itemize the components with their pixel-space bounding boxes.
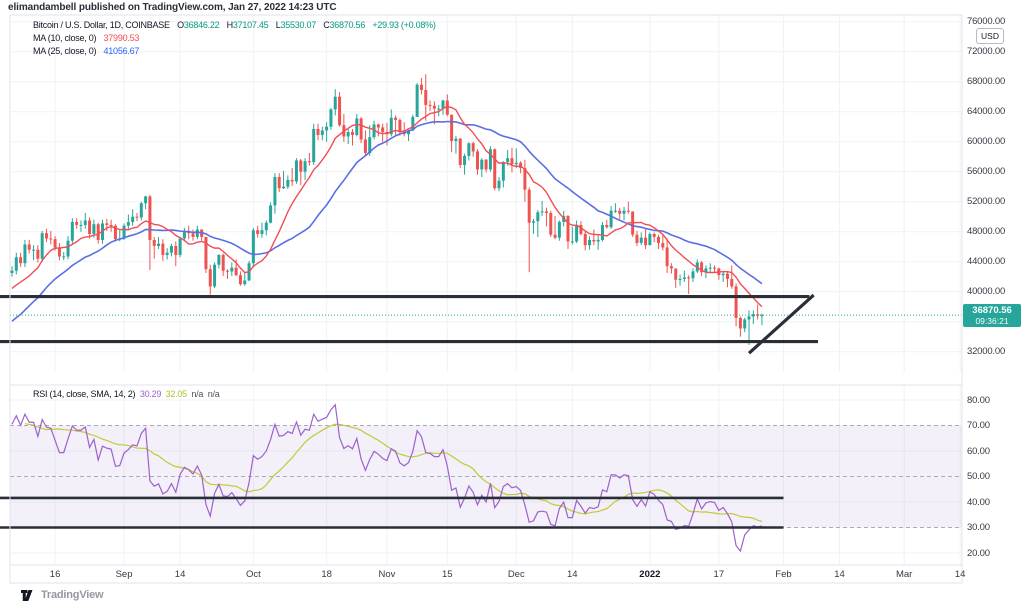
price-axis-label: 32000.00 [967,346,1006,358]
symbol-legend: Bitcoin / U.S. Dollar, 1D, COINBASE O368… [33,19,436,58]
time-axis-label: Oct [245,569,261,580]
rsi-label: RSI (14, close, SMA, 14, 2) [33,389,136,399]
rsi-na1: n/a [191,389,204,399]
time-axis-label: 14 [834,569,845,580]
ma10-legend-row: MA (10, close, 0) 37990.53 [33,32,436,45]
ohlc-low-value: 35530.07 [280,20,317,30]
price-axis-label: 52000.00 [967,196,1006,208]
ma25-legend-row: MA (25, close, 0) 41056.67 [33,45,436,58]
ohlc-open-value: 36846.22 [183,20,220,30]
time-axis-label: Nov [378,569,396,580]
rsi-axis-label: 20.00 [967,547,990,559]
price-axis-label: 64000.00 [967,106,1006,118]
price-axis-label: 68000.00 [967,76,1006,88]
time-axis-label: 16 [49,569,61,580]
ohlc-low-label: L [275,20,281,30]
time-axis-label: 14 [954,569,966,580]
price-axis-label: 44000.00 [967,256,1006,268]
symbol-legend-row: Bitcoin / U.S. Dollar, 1D, COINBASE O368… [33,19,436,32]
price-axis-label: 56000.00 [967,166,1006,178]
time-axis-label: Dec [507,569,525,580]
rsi-na2: n/a [207,389,220,399]
rsi-sma-value: 32.05 [165,389,188,399]
time-axis-label: Mar [895,569,913,580]
rsi-axis-label: 70.00 [967,420,990,431]
rsi-axis-label: 80.00 [967,394,990,406]
time-axis-label: 18 [321,569,332,580]
rsi-axis-label: 30.00 [967,522,990,533]
price-axis-label: 48000.00 [967,226,1006,238]
time-axis-label: Sep [115,569,133,580]
time-axis-label: Feb [775,569,792,580]
price-axis-label: 40000.00 [967,286,1006,298]
ohlc-close-value: 36870.56 [329,20,366,30]
symbol-title: Bitcoin / U.S. Dollar, 1D, COINBASE [33,20,170,30]
current-price-tag: 36870.56 09:36:21 [963,304,1021,328]
tradingview-brand-text: TradingView [41,589,104,601]
ma10-value: 37990.53 [103,33,140,43]
price-axis-label: 72000.00 [967,46,1006,58]
time-axis-label: 17 [713,569,725,580]
time-axis-label: 14 [174,569,186,580]
current-price: 36870.56 [972,305,1012,317]
currency-unit-button[interactable]: USD [976,28,1004,44]
tradingview-branding[interactable]: TradingView [21,589,104,601]
rsi-axis-label: 60.00 [967,445,990,457]
ohlc-close-label: C [323,20,330,30]
rsi-axis-label: 40.00 [967,496,990,508]
rsi-axis-label: 50.00 [967,471,990,482]
rsi-legend: RSI (14, close, SMA, 14, 2) 30.29 32.05 … [33,389,220,399]
ma10-label: MA (10, close, 0) [33,33,97,43]
price-axis-label: 76000.00 [967,16,1006,28]
rsi-value: 30.29 [139,389,162,399]
ohlc-high-label: H [226,20,234,30]
ohlc-open-label: O [177,20,184,30]
time-axis-label: 14 [567,569,578,580]
tradingview-logo-icon [21,589,33,601]
ohlc-high-value: 37107.45 [232,20,269,30]
ma25-value: 41056.67 [103,46,140,56]
change-value: +29.93 (+0.08%) [372,20,436,30]
snapshot-header: elimandambell published on TradingView.c… [8,2,337,13]
time-axis-label: 2022 [639,569,661,580]
bar-countdown: 09:36:21 [975,316,1009,327]
price-axis-label: 60000.00 [967,136,1006,148]
ma25-label: MA (25, close, 0) [33,46,97,56]
time-axis-label: 15 [442,569,453,580]
